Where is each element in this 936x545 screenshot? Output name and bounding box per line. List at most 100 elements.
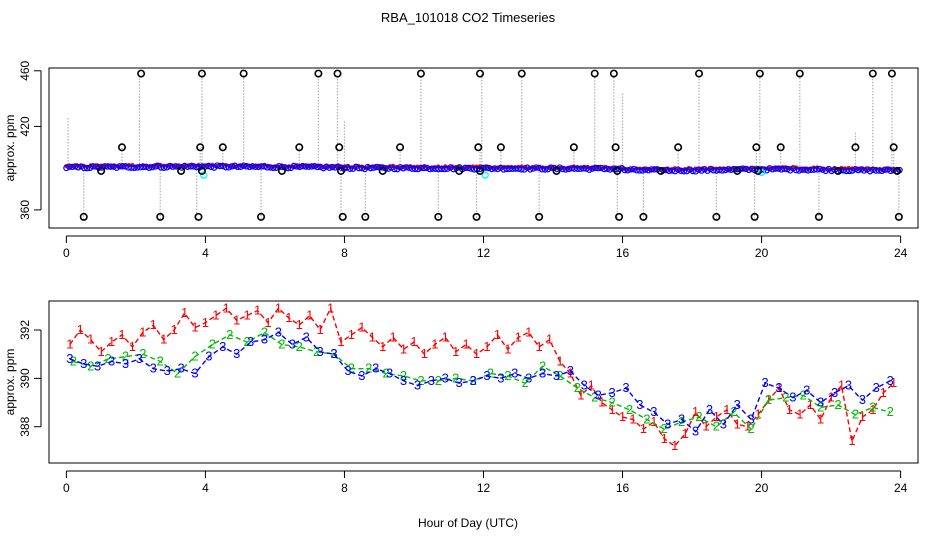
series-3-marker: 3 bbox=[247, 334, 254, 349]
blue-series-point bbox=[435, 165, 442, 173]
blue-series-point bbox=[249, 163, 256, 170]
series-1-marker: 1 bbox=[796, 407, 803, 422]
series-2-marker: 2 bbox=[608, 395, 615, 410]
blue-series-point bbox=[261, 163, 268, 170]
top-raw-trace bbox=[67, 72, 900, 220]
blue-series-point bbox=[72, 163, 79, 170]
series-3-marker: 3 bbox=[789, 390, 796, 405]
blue-series-point bbox=[668, 167, 676, 174]
blue-series-point bbox=[110, 163, 117, 170]
series-3-marker: 3 bbox=[177, 361, 184, 376]
series-2-marker: 2 bbox=[122, 349, 129, 364]
blue-series-point bbox=[290, 162, 298, 170]
blue-series-point bbox=[240, 162, 247, 169]
series-1-marker: 1 bbox=[535, 339, 542, 354]
black-series-point bbox=[639, 212, 648, 221]
series-3-marker: 3 bbox=[442, 370, 449, 385]
blue-series-point bbox=[145, 164, 153, 171]
series-3-marker: 3 bbox=[233, 346, 240, 361]
series-1-marker: 1 bbox=[390, 329, 397, 344]
series-1-marker: 1 bbox=[577, 387, 584, 402]
blue-series-point bbox=[237, 163, 244, 170]
series-2-marker: 2 bbox=[417, 373, 424, 388]
blue-series-point bbox=[630, 165, 637, 173]
top-x-tick-label: 8 bbox=[341, 246, 348, 260]
blue-series-point bbox=[119, 163, 126, 170]
blue-series-point bbox=[860, 167, 868, 174]
blue-series-point bbox=[612, 165, 620, 173]
series-2-marker: 2 bbox=[209, 337, 216, 352]
blue-series-point bbox=[568, 165, 575, 172]
black-series-point bbox=[795, 69, 804, 78]
series-3-marker: 3 bbox=[748, 411, 755, 426]
blue-series-point bbox=[258, 163, 265, 170]
series-3-marker: 3 bbox=[358, 368, 365, 383]
blue-series-point bbox=[745, 166, 753, 174]
blue-series-point bbox=[438, 165, 445, 173]
series-2-marker: 2 bbox=[800, 387, 807, 402]
blue-series-point bbox=[326, 164, 333, 171]
series-1-marker: 1 bbox=[723, 402, 730, 417]
series-1-marker: 1 bbox=[244, 308, 251, 323]
bottom-y-axis-label: approx. ppm bbox=[3, 349, 17, 416]
blue-series-point bbox=[846, 167, 853, 175]
blue-series-point bbox=[583, 165, 590, 172]
series-1-marker: 1 bbox=[171, 322, 178, 337]
series-3-marker: 3 bbox=[650, 404, 657, 419]
series-1-marker: 1 bbox=[463, 337, 470, 352]
blue-series-point bbox=[69, 163, 76, 171]
series-1-marker: 1 bbox=[483, 339, 490, 354]
series-1-marker: 1 bbox=[452, 344, 459, 359]
series-3-marker: 3 bbox=[831, 385, 838, 400]
series-2-marker: 2 bbox=[400, 368, 407, 383]
blue-series-point bbox=[843, 167, 850, 175]
top-y-tick-label: 460 bbox=[18, 60, 32, 80]
black-series-point bbox=[434, 212, 443, 221]
black-series-point bbox=[177, 166, 186, 175]
series-2-marker: 2 bbox=[539, 358, 546, 373]
black-series-point bbox=[474, 143, 483, 152]
blue-series-point bbox=[467, 165, 475, 172]
series-1-marker: 1 bbox=[118, 327, 125, 342]
blue-series-point bbox=[199, 163, 206, 170]
series-1-marker: 1 bbox=[337, 334, 344, 349]
blue-series-point bbox=[302, 163, 309, 170]
black-series-point bbox=[569, 143, 578, 152]
series-1-marker: 1 bbox=[160, 332, 167, 347]
blue-series-point bbox=[305, 163, 312, 170]
series-1-marker: 1 bbox=[661, 431, 668, 446]
series-2-marker: 2 bbox=[278, 337, 285, 352]
series-1-marker: 1 bbox=[671, 438, 678, 453]
bottom-x-tick-label: 20 bbox=[755, 481, 769, 495]
blue-series-point bbox=[367, 164, 374, 172]
blue-series-point bbox=[358, 164, 366, 172]
blue-series-point bbox=[216, 162, 224, 170]
series-2-marker: 2 bbox=[661, 421, 668, 436]
series-3-marker: 3 bbox=[581, 378, 588, 393]
series-2-marker: 2 bbox=[487, 366, 494, 381]
black-series-point bbox=[755, 69, 764, 78]
blue-series-point bbox=[680, 168, 688, 175]
series-2-marker: 2 bbox=[782, 390, 789, 405]
series-3-marker: 3 bbox=[692, 424, 699, 439]
series-1-marker: 1 bbox=[254, 303, 261, 318]
blue-series-point bbox=[810, 166, 818, 173]
black-series-point bbox=[378, 166, 387, 175]
blue-series-point bbox=[695, 166, 702, 173]
series-2-marker: 2 bbox=[365, 361, 372, 376]
black-series-point bbox=[750, 212, 759, 221]
blue-series-point bbox=[769, 166, 776, 173]
series-2-marker: 2 bbox=[435, 373, 442, 388]
blue-series-point bbox=[565, 165, 572, 173]
blue-series-point bbox=[66, 163, 73, 170]
series-2-marker: 2 bbox=[817, 399, 824, 414]
blue-series-point bbox=[710, 167, 717, 174]
blue-series-point bbox=[429, 165, 436, 172]
blue-series-point bbox=[881, 166, 889, 173]
bottom-x-tick-label: 0 bbox=[63, 481, 70, 495]
blue-series-point bbox=[775, 165, 782, 172]
top-x-tick-label: 20 bbox=[755, 246, 769, 260]
series-3-marker: 3 bbox=[303, 329, 310, 344]
series-3-marker: 3 bbox=[859, 392, 866, 407]
